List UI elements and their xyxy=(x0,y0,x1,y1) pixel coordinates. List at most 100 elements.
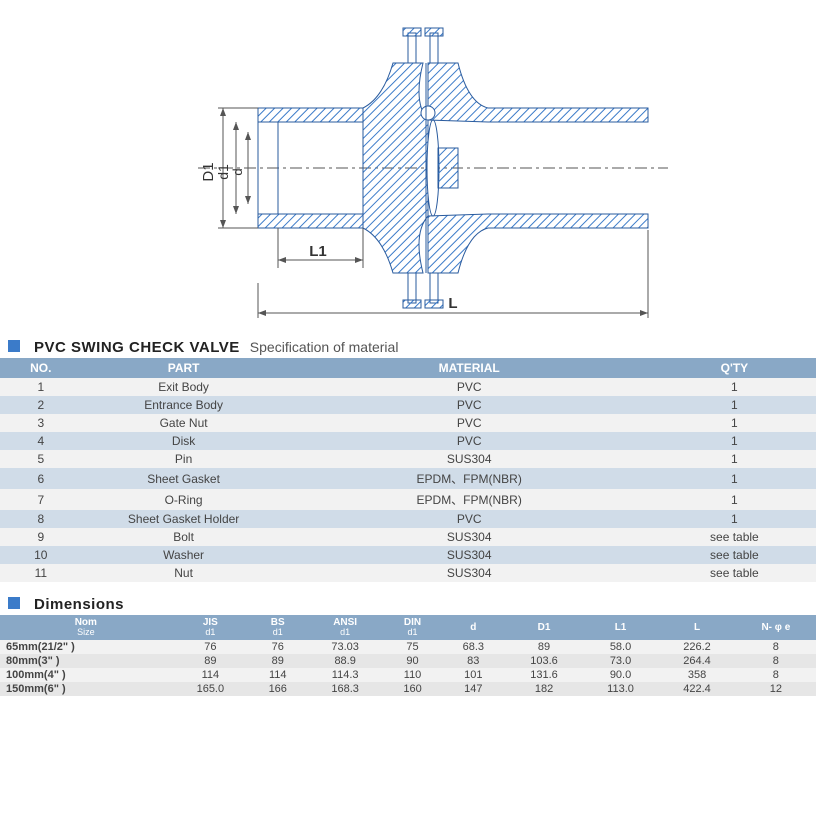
cell-qty: 1 xyxy=(653,414,816,432)
section-bullet-icon xyxy=(8,597,20,609)
cell-no: 4 xyxy=(0,432,82,450)
cell-value: 147 xyxy=(441,682,505,696)
spec-title: PVC SWING CHECK VALVE xyxy=(34,339,240,356)
cell-material: PVC xyxy=(286,396,653,414)
cell-value: 58.0 xyxy=(583,640,659,654)
specification-table: NO. PART MATERIAL Q'TY 1Exit BodyPVC12En… xyxy=(0,358,816,582)
dim-label-L1: L1 xyxy=(309,243,327,260)
cell-no: 8 xyxy=(0,510,82,528)
cell-qty: 1 xyxy=(653,450,816,468)
cell-value: 226.2 xyxy=(658,640,735,654)
cell-no: 3 xyxy=(0,414,82,432)
dims-col: N- φ e xyxy=(736,615,816,640)
table-row: 80mm(3" )898988.99083103.673.0264.48 xyxy=(0,654,816,668)
col-material: MATERIAL xyxy=(286,358,653,378)
table-row: 1Exit BodyPVC1 xyxy=(0,378,816,396)
cell-value: 131.6 xyxy=(505,668,582,682)
dims-col: ANSId1 xyxy=(306,615,383,640)
cell-qty: 1 xyxy=(653,510,816,528)
spec-subtitle: Specification of material xyxy=(250,339,399,355)
cell-size: 65mm(21/2" ) xyxy=(0,640,172,654)
cell-part: Pin xyxy=(82,450,286,468)
cell-value: 76 xyxy=(249,640,306,654)
table-row: 11NutSUS304see table xyxy=(0,564,816,582)
dims-col: DINd1 xyxy=(384,615,441,640)
cell-value: 358 xyxy=(658,668,735,682)
cell-value: 73.03 xyxy=(306,640,383,654)
cell-value: 89 xyxy=(505,640,582,654)
dims-section-header: Dimensions xyxy=(0,592,816,615)
dims-col: D1 xyxy=(505,615,582,640)
table-row: 65mm(21/2" )767673.037568.38958.0226.28 xyxy=(0,640,816,654)
dim-label-L: L xyxy=(448,295,457,312)
cell-qty: see table xyxy=(653,564,816,582)
cell-qty: see table xyxy=(653,546,816,564)
table-row: 100mm(4" )114114114.3110101131.690.03588 xyxy=(0,668,816,682)
cell-value: 114.3 xyxy=(306,668,383,682)
col-qty: Q'TY xyxy=(653,358,816,378)
cell-qty: 1 xyxy=(653,396,816,414)
cell-value: 8 xyxy=(736,668,816,682)
table-row: 2Entrance BodyPVC1 xyxy=(0,396,816,414)
cell-value: 89 xyxy=(172,654,249,668)
cell-material: SUS304 xyxy=(286,564,653,582)
dimensions-table: NomSizeJISd1BSd1ANSId1DINd1dD1L1LN- φ e … xyxy=(0,615,816,696)
cell-value: 182 xyxy=(505,682,582,696)
cell-material: SUS304 xyxy=(286,450,653,468)
cell-value: 8 xyxy=(736,654,816,668)
table-row: 5PinSUS3041 xyxy=(0,450,816,468)
section-bullet-icon xyxy=(8,340,20,352)
cell-material: PVC xyxy=(286,432,653,450)
cell-qty: 1 xyxy=(653,378,816,396)
cell-part: Gate Nut xyxy=(82,414,286,432)
cell-qty: 1 xyxy=(653,432,816,450)
cell-value: 90.0 xyxy=(583,668,659,682)
cell-part: O-Ring xyxy=(82,489,286,510)
cell-material: PVC xyxy=(286,510,653,528)
cell-material: SUS304 xyxy=(286,546,653,564)
table-row: 6Sheet GasketEPDM、FPM(NBR)1 xyxy=(0,468,816,489)
cell-no: 11 xyxy=(0,564,82,582)
cell-part: Nut xyxy=(82,564,286,582)
cell-part: Sheet Gasket Holder xyxy=(82,510,286,528)
dims-col: BSd1 xyxy=(249,615,306,640)
cell-value: 68.3 xyxy=(441,640,505,654)
cell-value: 90 xyxy=(384,654,441,668)
dims-col: d xyxy=(441,615,505,640)
cell-material: SUS304 xyxy=(286,528,653,546)
cell-value: 83 xyxy=(441,654,505,668)
dims-col: NomSize xyxy=(0,615,172,640)
cell-value: 165.0 xyxy=(172,682,249,696)
cell-qty: 1 xyxy=(653,468,816,489)
cell-value: 8 xyxy=(736,640,816,654)
cell-no: 1 xyxy=(0,378,82,396)
cell-part: Exit Body xyxy=(82,378,286,396)
cell-size: 150mm(6" ) xyxy=(0,682,172,696)
dims-col: L1 xyxy=(583,615,659,640)
col-no: NO. xyxy=(0,358,82,378)
cell-value: 101 xyxy=(441,668,505,682)
cell-no: 9 xyxy=(0,528,82,546)
cell-size: 100mm(4" ) xyxy=(0,668,172,682)
cell-value: 264.4 xyxy=(658,654,735,668)
cell-value: 168.3 xyxy=(306,682,383,696)
cell-value: 88.9 xyxy=(306,654,383,668)
spec-section-header: PVC SWING CHECK VALVE Specification of m… xyxy=(0,335,816,358)
cell-part: Washer xyxy=(82,546,286,564)
cell-qty: 1 xyxy=(653,489,816,510)
cell-material: EPDM、FPM(NBR) xyxy=(286,468,653,489)
cell-value: 110 xyxy=(384,668,441,682)
cell-material: PVC xyxy=(286,378,653,396)
col-part: PART xyxy=(82,358,286,378)
dim-label-d: d xyxy=(230,168,245,175)
cell-value: 73.0 xyxy=(583,654,659,668)
cell-size: 80mm(3" ) xyxy=(0,654,172,668)
table-row: 3Gate NutPVC1 xyxy=(0,414,816,432)
dims-col: L xyxy=(658,615,735,640)
cell-part: Disk xyxy=(82,432,286,450)
cell-qty: see table xyxy=(653,528,816,546)
cell-part: Bolt xyxy=(82,528,286,546)
cell-material: PVC xyxy=(286,414,653,432)
technical-diagram: D1 d1 d L1 L xyxy=(0,0,816,335)
table-row: 8Sheet Gasket HolderPVC1 xyxy=(0,510,816,528)
